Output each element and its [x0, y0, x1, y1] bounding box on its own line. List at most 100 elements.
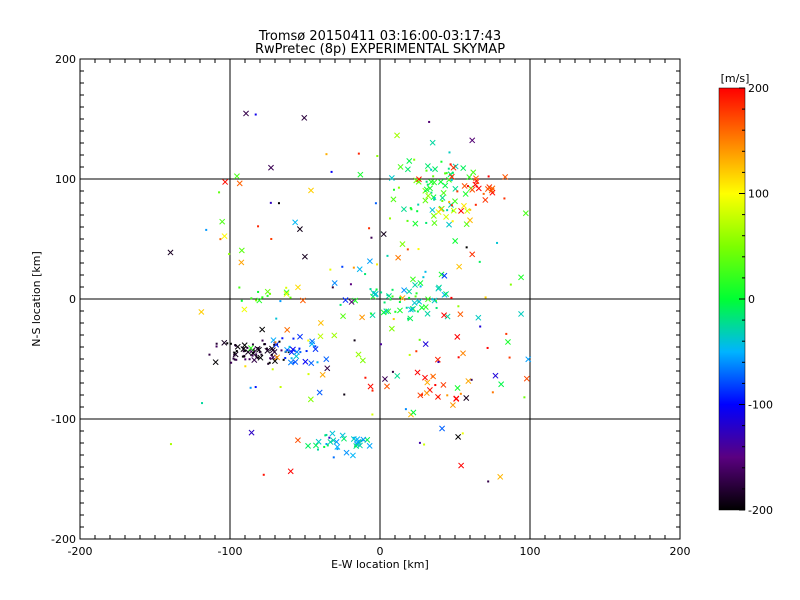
meteor-cross: [498, 381, 505, 388]
meteor-cross: [301, 114, 308, 121]
meteor-cross: [234, 343, 241, 350]
meteor-dot: [218, 191, 221, 194]
meteor-cross: [301, 253, 308, 260]
meteor-cross: [467, 217, 473, 224]
meteor-dot: [238, 286, 241, 289]
meteor-cross: [423, 390, 430, 397]
meteor-dot: [428, 120, 431, 123]
meteor-dot: [479, 325, 482, 328]
meteor-cross: [327, 439, 334, 445]
meteor-cross: [469, 251, 476, 258]
meteor-cross: [440, 189, 447, 196]
meteor-dot: [413, 158, 416, 161]
x-tick-label: -100: [218, 545, 243, 558]
meteor-cross: [518, 311, 525, 317]
meteor-dot: [261, 296, 264, 299]
y-axis-label: N-S location [km]: [30, 251, 43, 347]
meteor-cross: [316, 389, 323, 396]
meteor-cross: [400, 206, 407, 213]
meteor-cross: [334, 443, 341, 450]
meteor-dot: [508, 356, 511, 359]
meteor-cross: [381, 376, 388, 383]
meteor-dot: [444, 172, 447, 175]
meteor-cross: [502, 174, 509, 180]
meteor-dot: [201, 402, 204, 405]
meteor-dot: [339, 303, 342, 306]
meteor-dot: [274, 341, 277, 344]
meteor-dot: [273, 343, 276, 346]
meteor-dot: [422, 276, 425, 279]
meteor-dot: [419, 285, 422, 288]
meteor-dot: [440, 160, 443, 163]
meteor-cross: [247, 345, 254, 351]
meteor-dot: [447, 167, 450, 170]
meteor-cross: [450, 207, 457, 214]
meteor-dot: [450, 296, 453, 299]
meteor-cross: [284, 326, 291, 333]
meteor-cross: [386, 293, 392, 299]
meteor-dot: [380, 291, 383, 294]
meteor-cross: [434, 356, 441, 363]
meteor-cross: [317, 333, 324, 340]
meteor-cross: [429, 207, 436, 213]
meteor-dot: [358, 441, 361, 444]
meteor-dot: [424, 270, 427, 273]
meteor-cross: [399, 241, 406, 248]
meteor-cross: [372, 291, 378, 298]
meteor-dot: [374, 202, 377, 205]
meteor-dot: [252, 349, 255, 352]
meteor-dot: [417, 203, 420, 206]
meteor-dot: [484, 296, 487, 299]
meteor-dot: [324, 434, 327, 437]
meteor-cross: [292, 358, 299, 365]
meteor-dot: [420, 393, 423, 396]
meteor-cross: [233, 173, 240, 180]
meteor-dot: [476, 182, 479, 185]
meteor-cross: [425, 296, 431, 303]
meteor-dot: [469, 208, 472, 211]
meteor-dot: [496, 241, 499, 244]
meteor-dot: [248, 358, 251, 361]
meteor-cross: [456, 263, 463, 270]
meteor-cross: [380, 231, 387, 238]
meteor-dot: [461, 432, 464, 435]
meteor-dot: [257, 225, 260, 228]
meteor-cross: [414, 369, 421, 376]
meteor-dot: [332, 456, 335, 459]
meteor-cross: [243, 110, 249, 117]
meteor-dot: [414, 295, 417, 298]
meteor-dot: [487, 175, 490, 178]
meteor-dot: [353, 339, 356, 342]
meteor-dot: [466, 185, 469, 188]
meteor-cross: [424, 163, 431, 170]
meteor-cross: [312, 442, 319, 449]
meteor-cross: [458, 462, 465, 469]
meteor-dot: [405, 306, 408, 309]
meteor-cross: [309, 338, 316, 345]
meteor-dot: [357, 152, 360, 155]
meteor-cross: [522, 210, 529, 217]
meteor-cross: [167, 249, 174, 256]
meteor-dot: [298, 347, 301, 350]
meteor-dot: [418, 441, 421, 444]
meteor-dot: [269, 201, 272, 204]
meteor-cross: [333, 438, 340, 445]
y-tick-label: 200: [55, 53, 76, 66]
meteor-dot: [376, 263, 379, 266]
meteor-dot: [446, 209, 449, 212]
meteor-dot: [277, 202, 280, 205]
meteor-dot: [235, 350, 238, 353]
meteor-dot: [392, 188, 395, 191]
meteor-cross: [385, 308, 392, 315]
meteor-cross: [238, 259, 245, 266]
meteor-cross: [395, 254, 402, 261]
meteor-dot: [391, 288, 394, 291]
meteor-cross: [340, 313, 347, 320]
meteor-dot: [316, 361, 319, 364]
meteor-dot: [456, 190, 459, 193]
meteor-cross: [212, 359, 219, 366]
meteor-cross: [466, 174, 473, 181]
meteor-cross: [430, 373, 437, 380]
meteor-dot: [451, 220, 454, 223]
meteor-dot: [215, 345, 218, 348]
